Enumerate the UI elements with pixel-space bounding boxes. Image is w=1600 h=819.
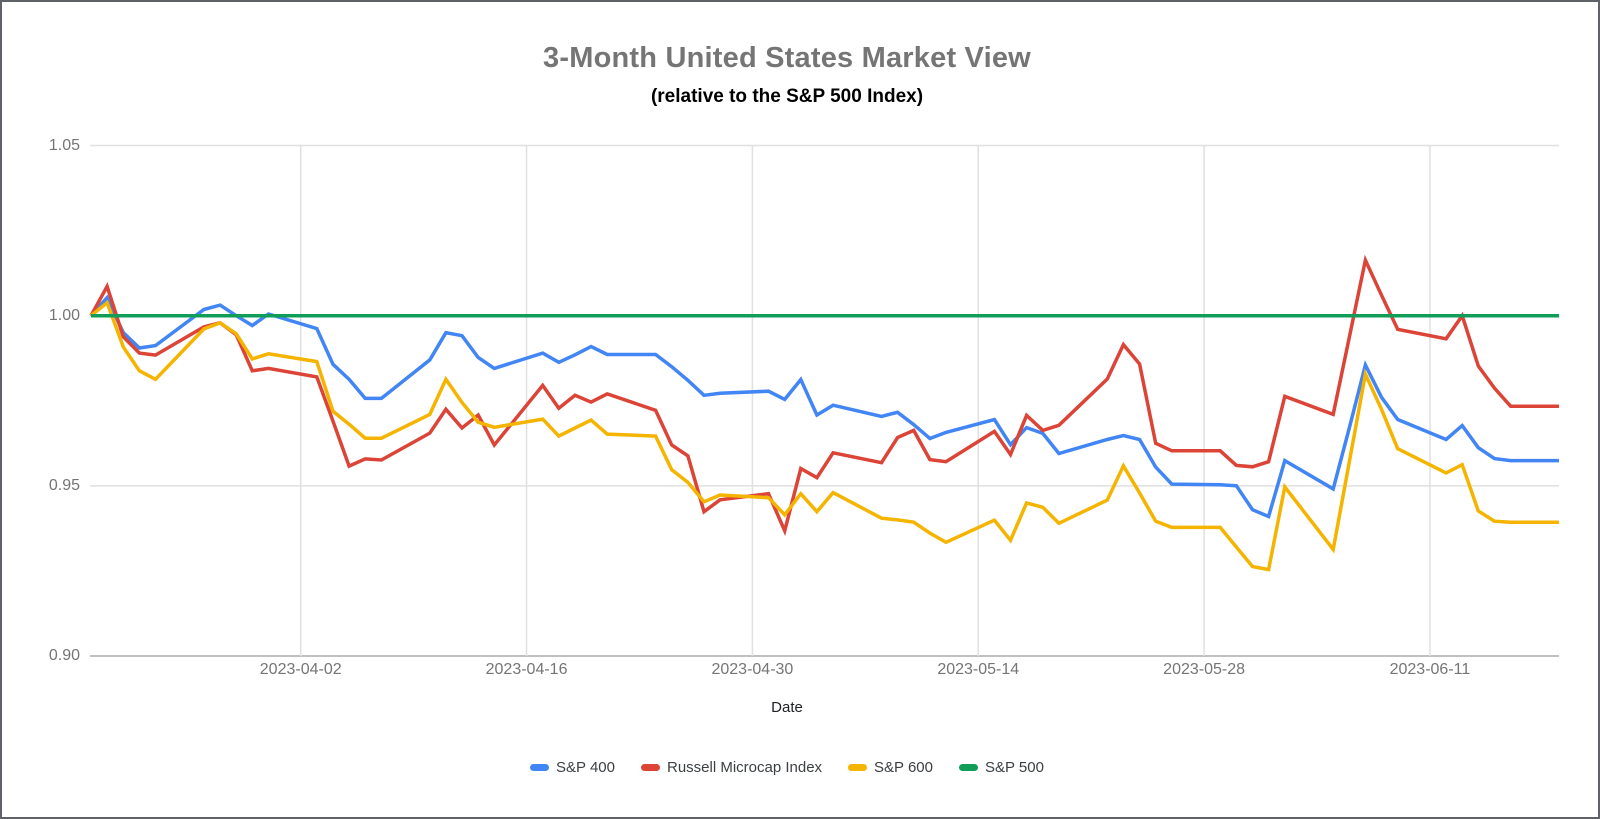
chart-legend: S&P 400 Russell Microcap Index S&P 600 S&P … [2, 759, 1572, 776]
legend-item-s-p-400[interactable]: S&P 400 [530, 759, 615, 776]
x-tick-label-2023-05-14: 2023-05-14 [937, 661, 1020, 678]
legend-item-s-p-500[interactable]: S&P 500 [959, 759, 1044, 776]
legend-swatch-icon [530, 764, 550, 771]
x-tick-label-2023-04-02: 2023-04-02 [259, 661, 342, 678]
legend-label: S&P 400 [556, 759, 615, 776]
x-axis-title: Date [771, 699, 803, 716]
legend-swatch-icon [959, 764, 978, 771]
legend-label: S&P 500 [985, 759, 1044, 776]
y-tick-label-0.90: 0.90 [48, 647, 80, 664]
y-tick-label-1.05: 1.05 [48, 136, 80, 154]
series-line-russell-microcap-index[interactable] [89, 254, 1559, 537]
legend-label: Russell Microcap Index [666, 759, 823, 776]
x-tick-label-2023-04-16: 2023-04-16 [485, 661, 568, 678]
chart-title: 3-Month United States Market View [543, 42, 1031, 74]
series-line-s-p-600[interactable] [89, 299, 1559, 572]
x-tick-label-2023-06-11: 2023-06-11 [1389, 661, 1471, 678]
y-tick-label-0.95: 0.95 [48, 476, 80, 494]
x-tick-label-2023-04-30: 2023-04-30 [711, 661, 794, 678]
series-line-s-p-400[interactable] [89, 294, 1559, 519]
legend-label: S&P 600 [874, 759, 933, 776]
legend-item-russell-microcap-index[interactable]: Russell Microcap Index [640, 759, 823, 776]
legend-swatch-icon [640, 764, 660, 771]
chart-subtitle: (relative to the S&P 500 Index) [650, 86, 924, 107]
y-tick-label-1.00: 1.00 [48, 306, 80, 324]
x-tick-label-2023-05-28: 2023-05-28 [1163, 661, 1246, 678]
legend-swatch-icon [848, 764, 868, 771]
legend-item-s-p-600[interactable]: S&P 600 [848, 759, 933, 776]
